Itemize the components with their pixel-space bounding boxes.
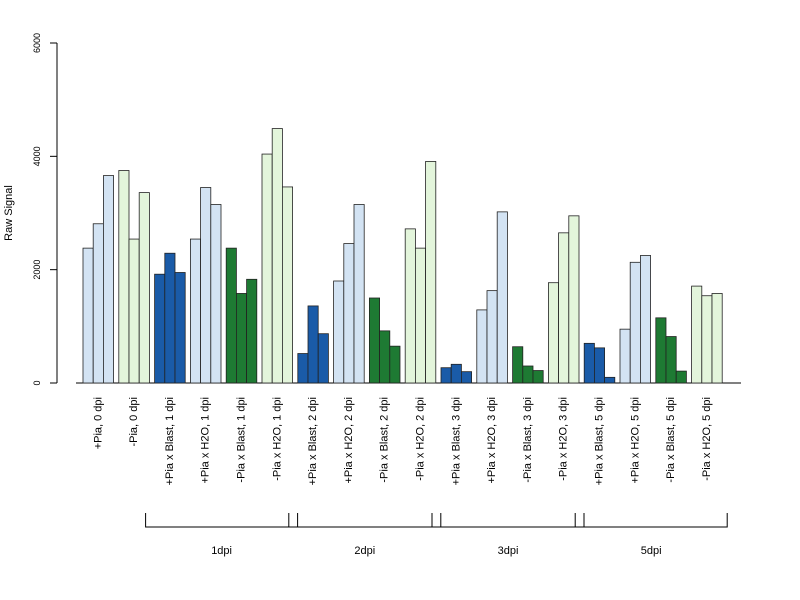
bar bbox=[271, 128, 283, 384]
bar bbox=[691, 285, 703, 384]
bar bbox=[594, 347, 606, 384]
y-ticks: 0 2000 4000 6000 bbox=[32, 33, 57, 386]
bar bbox=[675, 370, 687, 384]
bar bbox=[389, 345, 401, 384]
bar bbox=[486, 290, 498, 384]
y-tick-label: 0 bbox=[32, 380, 42, 385]
bar bbox=[655, 317, 667, 384]
x-tick-label: -Pia x H2O, 5 dpi bbox=[701, 397, 713, 481]
bar bbox=[200, 187, 212, 384]
bar bbox=[532, 370, 544, 384]
bar bbox=[225, 247, 237, 384]
bar bbox=[317, 333, 329, 384]
bar bbox=[164, 252, 176, 384]
bar bbox=[368, 297, 380, 384]
bar bbox=[82, 247, 94, 384]
bar bbox=[281, 186, 293, 384]
x-tick-label: +Pia x H2O, 2 dpi bbox=[343, 397, 355, 484]
x-tick-label: -Pia x Blast, 3 dpi bbox=[522, 397, 534, 483]
bar bbox=[619, 328, 631, 384]
bar bbox=[640, 255, 652, 384]
bar bbox=[711, 293, 723, 384]
bar bbox=[138, 192, 150, 384]
x-tick-label: -Pia x Blast, 2 dpi bbox=[379, 397, 391, 483]
bar bbox=[701, 295, 713, 384]
bar bbox=[548, 282, 560, 384]
bar bbox=[379, 330, 391, 384]
bracket-line bbox=[574, 513, 728, 528]
bar bbox=[522, 365, 534, 384]
bar bbox=[414, 247, 426, 384]
x-tick-label: -Pia x Blast, 1 dpi bbox=[236, 397, 248, 483]
bracket-line bbox=[431, 513, 585, 528]
bracket-line bbox=[288, 513, 442, 528]
x-tick-label: +Pia x Blast, 1 dpi bbox=[164, 397, 176, 485]
bar bbox=[353, 204, 365, 384]
bar bbox=[604, 376, 616, 384]
y-tick-label: 2000 bbox=[32, 260, 42, 280]
x-tick-label: +Pia x Blast, 5 dpi bbox=[594, 397, 606, 485]
timepoint-bracket: 2dpi bbox=[288, 513, 442, 557]
bar bbox=[496, 211, 508, 384]
y-tick-label: 4000 bbox=[32, 146, 42, 166]
x-tick-label: +Pia, 0 dpi bbox=[92, 397, 104, 449]
bracket-label: 5dpi bbox=[641, 545, 662, 557]
bar bbox=[665, 336, 677, 384]
bar bbox=[307, 305, 319, 384]
bar bbox=[189, 238, 201, 384]
x-tick-label: +Pia x H2O, 5 dpi bbox=[629, 397, 641, 484]
y-tick-label: 6000 bbox=[32, 33, 42, 53]
timepoint-brackets: 1dpi 2dpi 3dpi 5dpi bbox=[145, 513, 728, 557]
bracket-line bbox=[145, 513, 299, 528]
x-tick-labels: +Pia, 0 dpi -Pia, 0 dpi +Pia x Blast, 1 dp… bbox=[92, 397, 713, 485]
bar bbox=[404, 228, 416, 384]
x-tick-label: -Pia, 0 dpi bbox=[128, 397, 140, 447]
x-tick-label: +Pia x H2O, 1 dpi bbox=[200, 397, 212, 484]
bar bbox=[297, 353, 309, 384]
bar bbox=[235, 293, 247, 384]
bracket-label: 2dpi bbox=[354, 545, 375, 557]
y-axis-label: Raw Signal bbox=[3, 185, 15, 241]
bar bbox=[246, 278, 258, 384]
timepoint-bracket: 3dpi bbox=[431, 513, 585, 557]
bar bbox=[154, 273, 166, 384]
bar bbox=[629, 261, 641, 384]
bar bbox=[583, 342, 595, 384]
bar bbox=[174, 272, 186, 384]
x-tick-label: -Pia x H2O, 1 dpi bbox=[271, 397, 283, 481]
bars bbox=[82, 128, 723, 384]
bar bbox=[333, 280, 345, 384]
timepoint-bracket: 1dpi bbox=[145, 513, 299, 557]
x-tick-label: +Pia x Blast, 2 dpi bbox=[307, 397, 319, 485]
bar bbox=[92, 223, 104, 384]
x-tick-label: +Pia x H2O, 3 dpi bbox=[486, 397, 498, 484]
x-tick-label: -Pia x Blast, 5 dpi bbox=[665, 397, 677, 483]
bar bbox=[261, 153, 273, 384]
bar bbox=[128, 238, 140, 384]
bar bbox=[118, 170, 130, 384]
bar bbox=[343, 243, 355, 384]
bracket-label: 3dpi bbox=[498, 545, 519, 557]
bar bbox=[425, 161, 437, 384]
timepoint-bracket: 5dpi bbox=[574, 513, 728, 557]
bar bbox=[568, 215, 580, 384]
x-tick-label: -Pia x H2O, 3 dpi bbox=[558, 397, 570, 481]
bar bbox=[512, 346, 524, 384]
bar bbox=[476, 309, 488, 384]
bar bbox=[460, 371, 472, 384]
bar bbox=[440, 367, 452, 384]
bar bbox=[450, 363, 462, 384]
bar bbox=[558, 232, 570, 384]
bar bbox=[103, 175, 115, 384]
x-tick-label: -Pia x H2O, 2 dpi bbox=[415, 397, 427, 481]
x-tick-label: +Pia x Blast, 3 dpi bbox=[450, 397, 462, 485]
bar bbox=[210, 204, 222, 384]
bracket-label: 1dpi bbox=[211, 545, 232, 557]
